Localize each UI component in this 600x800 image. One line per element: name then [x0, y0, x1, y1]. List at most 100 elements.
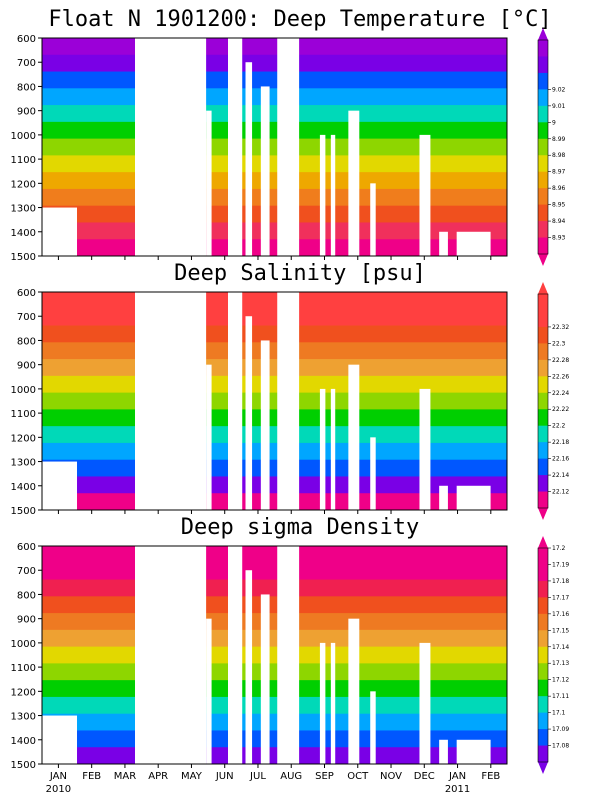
colorbar-segment: [538, 458, 548, 476]
data-gap: [135, 546, 207, 764]
data-gap: [206, 364, 212, 510]
depth-band: [42, 375, 507, 394]
colorbar-segment: [538, 564, 548, 582]
colorbar-label: 17.19: [552, 561, 569, 568]
colorbar-label: 8.97: [552, 169, 566, 176]
y-tick-label: 800: [17, 590, 36, 601]
data-gap: [245, 62, 253, 256]
y-tick-label: 700: [17, 312, 36, 323]
colorbar-label: 8.93: [552, 235, 566, 242]
x-tick-label-aug: AUG: [280, 771, 302, 782]
depth-band: [42, 646, 507, 664]
colorbar-label: 17.17: [552, 594, 569, 601]
colorbar-segment: [538, 409, 548, 427]
data-gap: [260, 86, 270, 256]
colorbar-segment: [538, 155, 548, 173]
data-gap: [456, 739, 491, 764]
x-tick-label-jan: JAN: [49, 771, 67, 782]
colorbar-label: 17.11: [552, 693, 569, 700]
depth-band: [42, 546, 507, 564]
data-gap: [42, 207, 78, 256]
colorbar-segment: [538, 204, 548, 222]
data-gap: [330, 388, 336, 510]
y-tick-label: 1200: [11, 179, 36, 190]
depth-band: [42, 222, 507, 240]
x-tick-label-apr: APR: [148, 771, 168, 782]
y-tick-label: 800: [17, 82, 36, 93]
y-tick-label: 600: [17, 542, 36, 553]
y-tick-label: 1200: [11, 433, 36, 444]
x-tick-label-jul: JUL: [249, 771, 266, 782]
colorbar-segment: [538, 696, 548, 714]
depth-band: [42, 442, 507, 461]
colorbar-label: 17.2: [552, 545, 566, 552]
y-tick-label: 1100: [11, 663, 36, 674]
colorbar-segment: [538, 105, 548, 123]
depth-band: [42, 38, 507, 56]
data-gap: [260, 340, 270, 510]
data-gap: [348, 618, 360, 764]
depth-band: [42, 730, 507, 748]
colorbar-segment: [538, 392, 548, 410]
depth-band: [42, 409, 507, 427]
depth-band: [42, 476, 507, 494]
depth-band: [42, 629, 507, 648]
data-gap: [439, 739, 448, 764]
data-gap: [456, 231, 491, 256]
colorbar-label: 8.98: [552, 152, 566, 159]
colorbar-segment: [538, 56, 548, 74]
data-gap: [206, 110, 212, 257]
data-gap: [228, 38, 243, 256]
data-gap: [419, 134, 431, 256]
chart-title: Deep sigma Density: [181, 515, 419, 540]
colorbar-label: 22.22: [552, 406, 569, 413]
data-gap: [456, 485, 491, 510]
colorbar-label: 9.02: [552, 86, 566, 93]
y-tick-label: 600: [17, 288, 36, 299]
colorbar-cap-top: [538, 28, 548, 40]
colorbar-label: 22.24: [552, 390, 569, 397]
colorbar-segment: [538, 646, 548, 664]
colorbar-cap-bottom: [538, 762, 548, 774]
colorbar-segment: [538, 310, 548, 328]
y-tick-label: 1200: [11, 687, 36, 698]
colorbar-label: 17.15: [552, 627, 569, 634]
y-tick-label: 1300: [11, 458, 36, 469]
y-tick-label: 1400: [11, 736, 36, 747]
data-gap: [330, 642, 336, 764]
colorbar-segment: [538, 712, 548, 730]
colorbar-label: 22.2: [552, 423, 566, 430]
data-gap: [330, 134, 336, 256]
y-tick-label: 1400: [11, 228, 36, 239]
y-tick-label: 1000: [11, 131, 36, 142]
colorbar-segment: [538, 171, 548, 189]
colorbar-segment: [538, 729, 548, 746]
chart-title: Float N 1901200: Deep Temperature [°C]: [48, 7, 551, 32]
depth-band: [42, 88, 507, 106]
data-gap: [277, 38, 300, 256]
depth-band: [42, 292, 507, 310]
colorbar-segment: [538, 597, 548, 615]
colorbar-segment: [538, 89, 548, 107]
colorbar-label: 17.14: [552, 644, 569, 651]
data-gap: [135, 38, 207, 256]
data-gap: [42, 461, 78, 510]
colorbar-segment: [538, 580, 548, 598]
y-tick-label: 700: [17, 566, 36, 577]
depth-band: [42, 493, 507, 511]
chart-panel-2: Deep Salinity [psu] 600 700 800 900 1000 1100 1…: [11, 261, 569, 520]
depth-band: [42, 308, 507, 327]
colorbar-segment: [538, 475, 548, 492]
colorbar-label: 8.94: [552, 218, 566, 225]
y-tick-label: 1300: [11, 712, 36, 723]
x-year-label: 2010: [46, 784, 71, 795]
colorbar-label: 22.14: [552, 472, 569, 479]
data-gap: [245, 570, 253, 764]
colorbar-segment: [538, 376, 548, 394]
depth-band: [42, 392, 507, 410]
depth-band: [42, 747, 507, 765]
y-tick-label: 1000: [11, 639, 36, 650]
y-tick-label: 1100: [11, 409, 36, 420]
plot-frame: [41, 37, 508, 257]
depth-band: [42, 579, 507, 597]
